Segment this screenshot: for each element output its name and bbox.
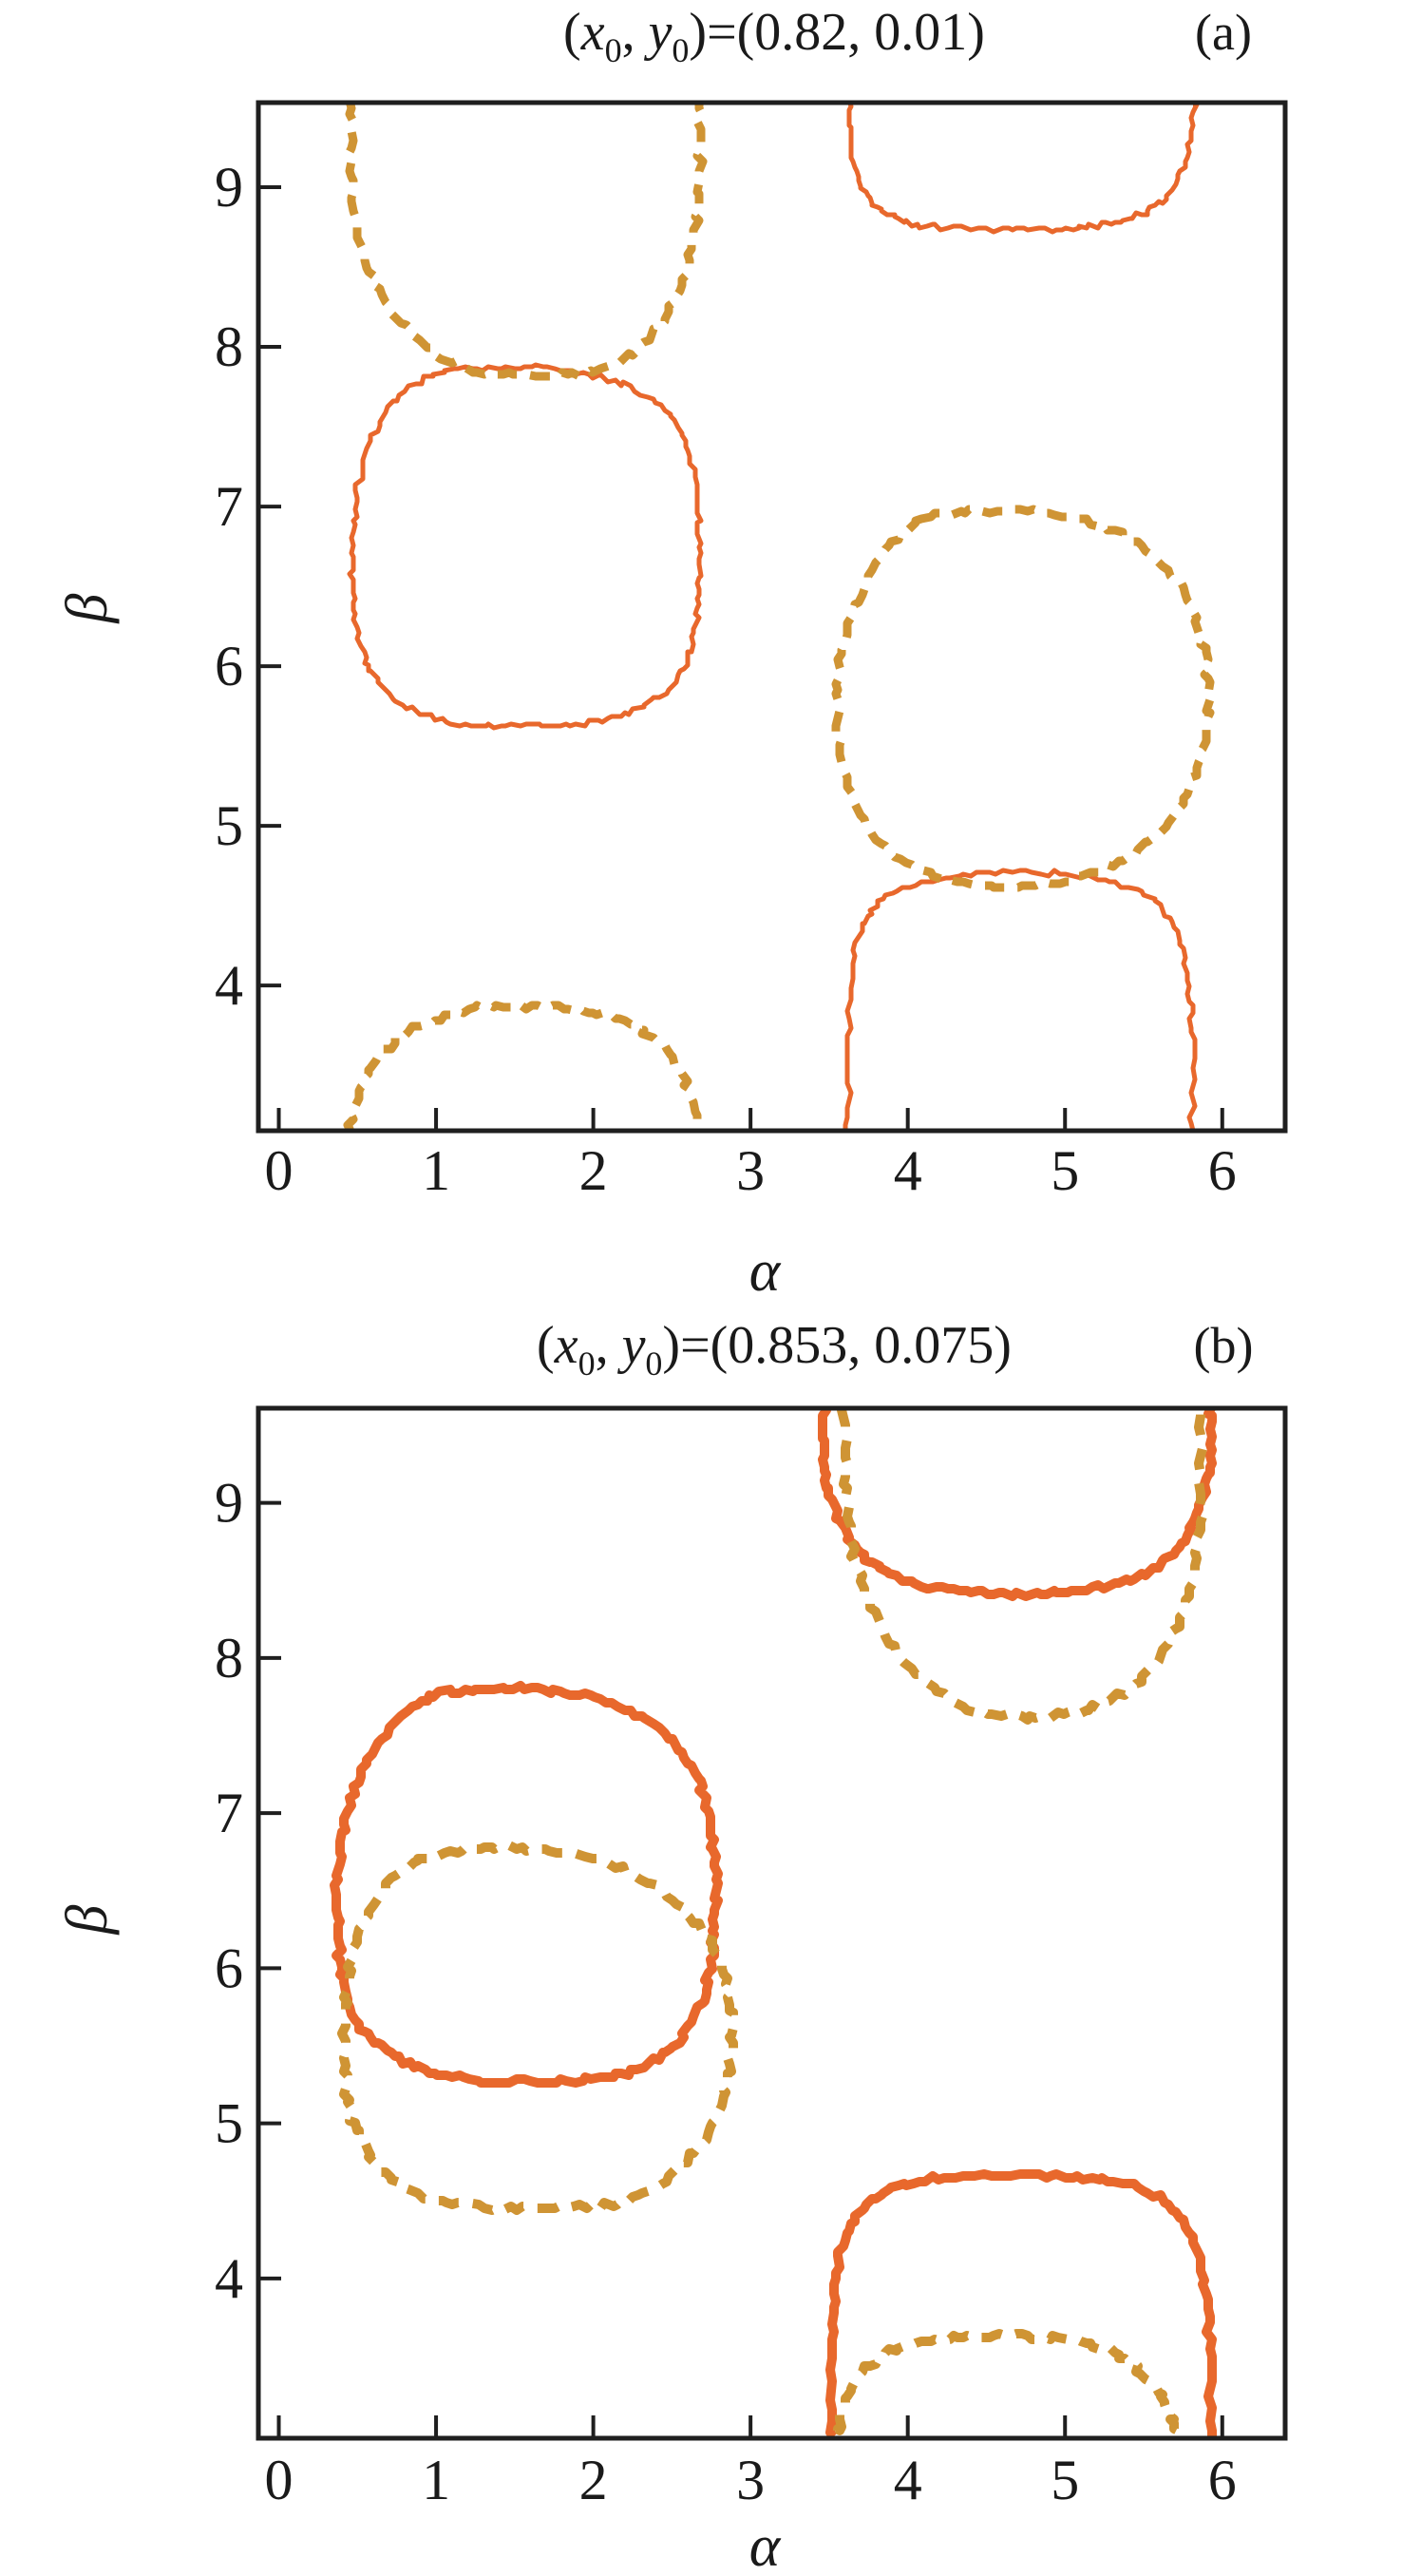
x-tick-label: 0 xyxy=(265,1139,294,1202)
x-tick-label: 3 xyxy=(736,1139,765,1202)
x-tick-label: 3 xyxy=(736,2449,765,2511)
y-tick-label: 6 xyxy=(215,1937,243,1999)
dashed-closed-loop-right-curve xyxy=(831,505,1215,892)
contour-curves xyxy=(330,1408,1217,2438)
x-tick-label: 1 xyxy=(422,2449,450,2511)
y-tick-label: 8 xyxy=(215,1627,243,1689)
solid-closed-loop-left-curve xyxy=(330,1681,723,2088)
title-segment: 0 xyxy=(672,31,689,69)
x-tick-label: 6 xyxy=(1208,1139,1237,1202)
panel-title: (x0, y0)=(0.82, 0.01) xyxy=(563,3,985,69)
y-tick-label: 4 xyxy=(215,954,243,1017)
x-tick-label: 0 xyxy=(265,2449,294,2511)
title-segment: y xyxy=(617,1316,646,1375)
title-segment: ( xyxy=(537,1316,555,1375)
dashed-open-funnel-top-left-curve xyxy=(343,103,708,383)
plot-frame xyxy=(256,1405,1288,2441)
x-tick-label: 2 xyxy=(579,1139,608,1202)
solid-closed-loop-left-curve xyxy=(347,362,704,731)
title-segment: y xyxy=(644,3,673,62)
x-tick-label: 4 xyxy=(894,1139,922,1202)
x-axis-label: α xyxy=(749,1239,782,1304)
title-segment: x xyxy=(580,3,605,62)
contour-curves xyxy=(343,103,1215,1131)
title-segment: ( xyxy=(563,3,581,62)
y-tick-label: 6 xyxy=(215,635,243,697)
x-tick-label: 2 xyxy=(579,2449,608,2511)
solid-u-top-right-curve xyxy=(818,1408,1217,1601)
title-segment: 0 xyxy=(645,1345,662,1383)
x-tick-label: 5 xyxy=(1051,2449,1079,2511)
panel-title: (x0, y0)=(0.853, 0.075) xyxy=(537,1316,1012,1383)
dashed-dome-bottom-right-curve xyxy=(833,2329,1183,2438)
y-tick-label: 7 xyxy=(215,475,243,538)
y-tick-label: 7 xyxy=(215,1782,243,1844)
y-tick-label: 8 xyxy=(215,315,243,378)
y-axis-label: β xyxy=(55,593,120,623)
y-tick-label: 9 xyxy=(215,1472,243,1535)
plot-frame xyxy=(256,100,1288,1134)
title-segment: x xyxy=(554,1316,578,1375)
dashed-closed-loop-left-curve xyxy=(337,1841,738,2215)
panel-tag: (a) xyxy=(1195,4,1252,61)
dashed-u-top-right-curve xyxy=(837,1408,1207,1725)
title-segment: 0 xyxy=(605,31,622,69)
solid-arch-bottom-right-curve xyxy=(843,868,1198,1131)
y-tick-label: 4 xyxy=(215,2247,243,2310)
y-tick-label: 5 xyxy=(215,794,243,857)
x-tick-label: 5 xyxy=(1051,1139,1079,1202)
x-axis-label: α xyxy=(749,2514,782,2576)
solid-arc-top-right-curve xyxy=(846,103,1200,235)
title-segment: , xyxy=(622,3,649,62)
title-segment: 0 xyxy=(578,1345,596,1383)
title-segment: )=(0.853, 0.075) xyxy=(662,1316,1012,1375)
panel-tag: (b) xyxy=(1194,1317,1254,1374)
x-tick-label: 1 xyxy=(422,1139,450,1202)
y-tick-label: 9 xyxy=(215,156,243,219)
dashed-dome-bottom-left-curve xyxy=(343,999,706,1131)
solid-arch-bottom-right-curve xyxy=(825,2169,1217,2438)
y-axis-label: β xyxy=(55,1904,120,1935)
y-tick-label: 5 xyxy=(215,2092,243,2155)
x-tick-label: 4 xyxy=(894,2449,922,2511)
title-segment: )=(0.82, 0.01) xyxy=(689,3,985,62)
title-segment: , xyxy=(596,1316,622,1375)
x-tick-label: 6 xyxy=(1208,2449,1237,2511)
